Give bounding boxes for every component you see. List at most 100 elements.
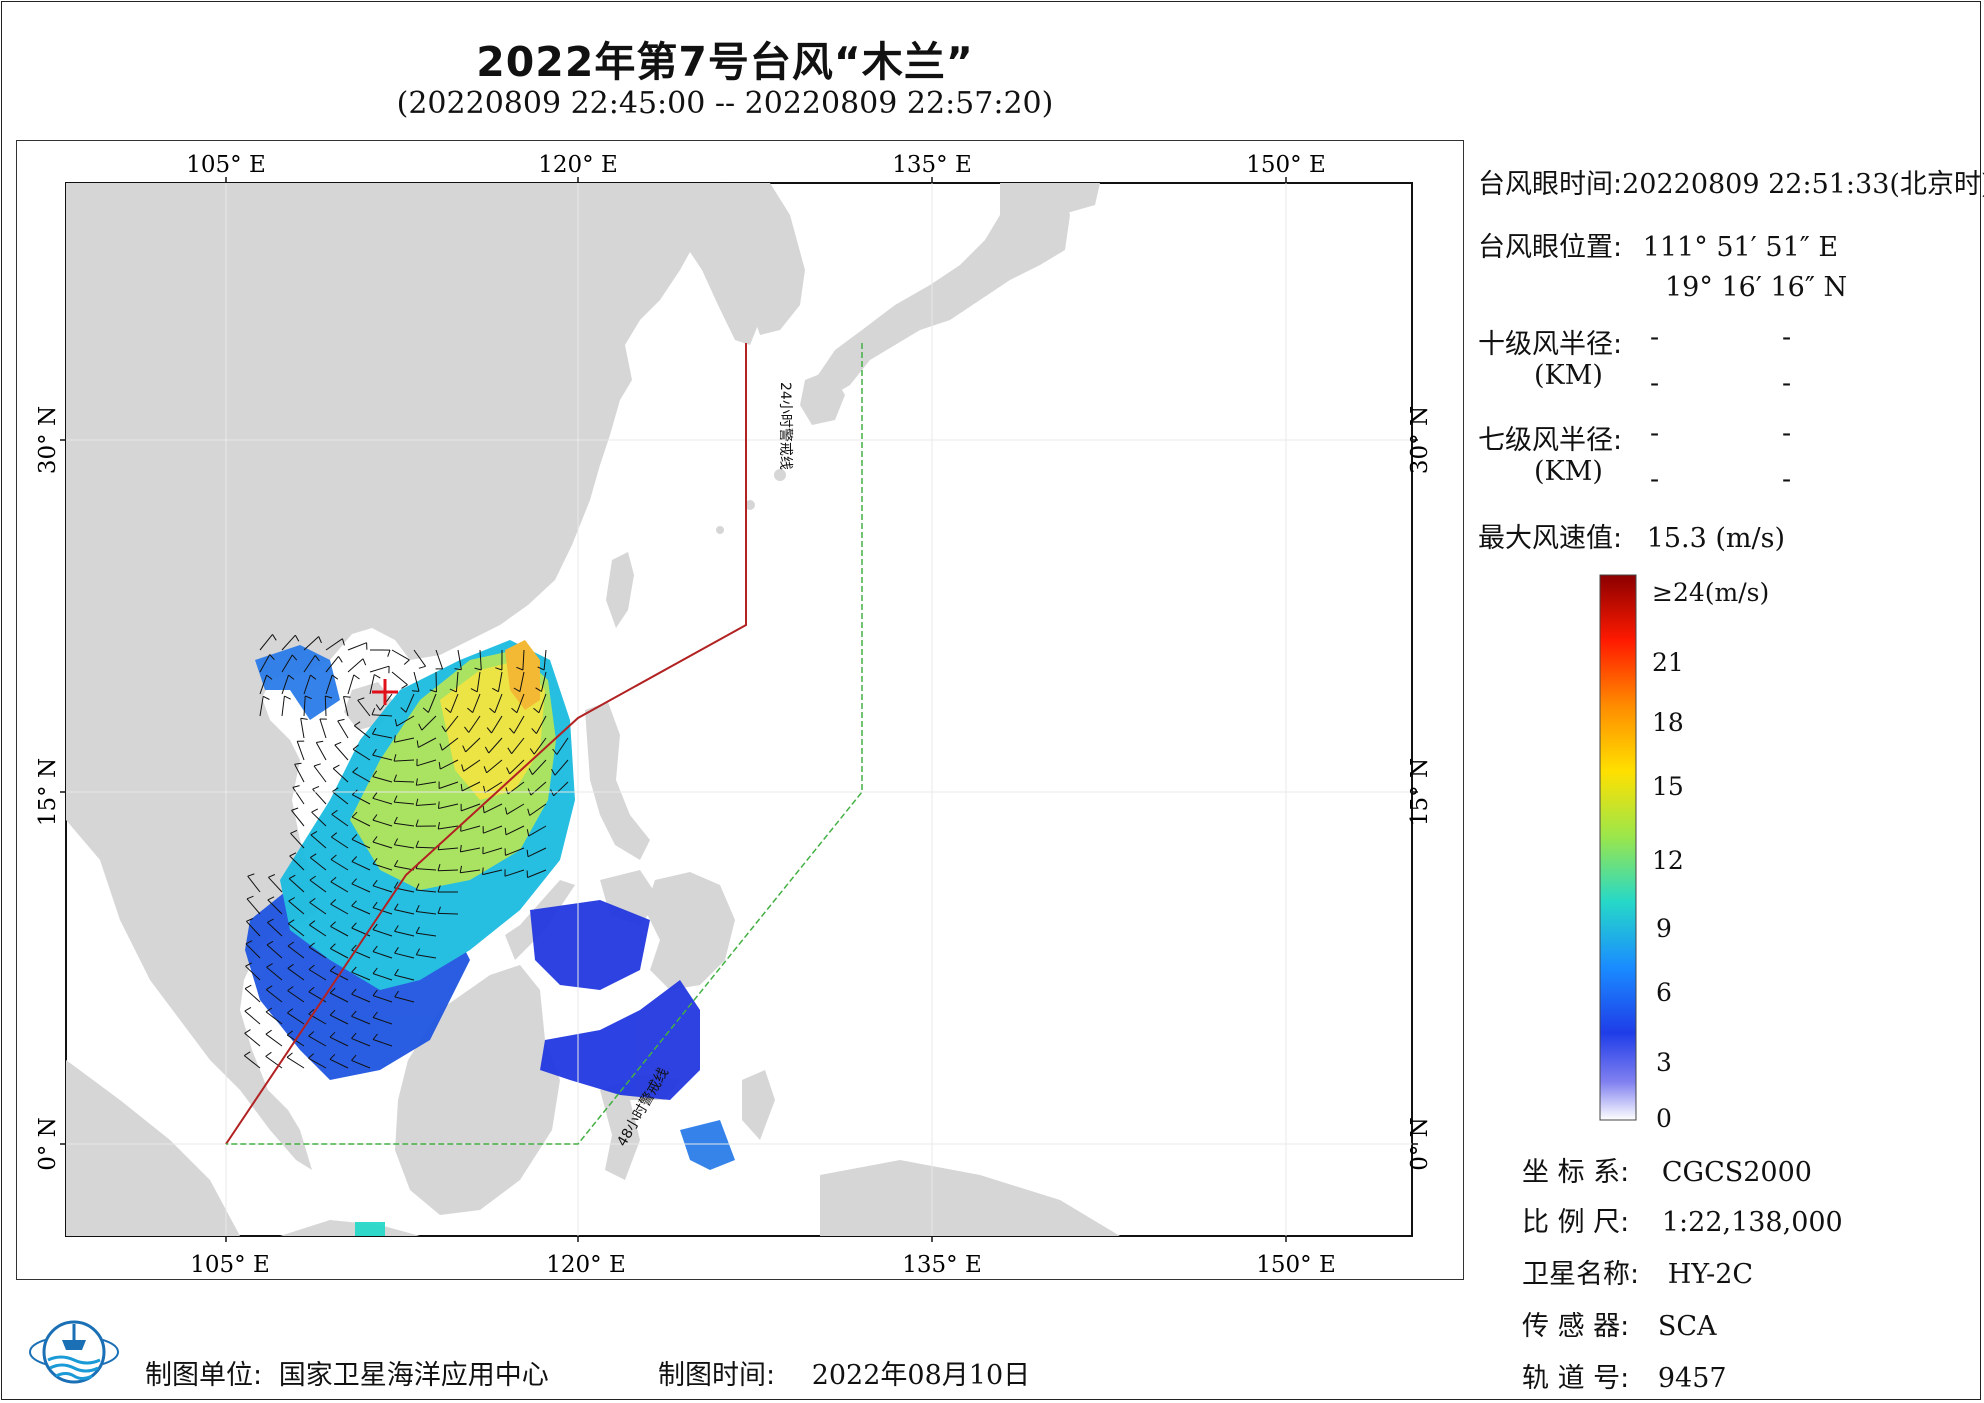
wind-barb-feather bbox=[292, 785, 300, 788]
wind-barb bbox=[527, 847, 547, 858]
wind-barb-feather bbox=[288, 674, 295, 680]
wind-barb bbox=[394, 822, 415, 827]
lon-label-bottom-150: 150° E bbox=[1256, 1252, 1336, 1278]
wind-barb bbox=[491, 715, 503, 734]
wind-barb bbox=[457, 649, 462, 670]
colorbar-tick-9: 9 bbox=[1656, 914, 1672, 943]
wind-barb bbox=[369, 674, 375, 695]
wind-barb bbox=[372, 733, 393, 739]
land-luzon bbox=[585, 702, 650, 860]
wind-barb-feather bbox=[351, 900, 357, 907]
wind-barb-feather bbox=[464, 726, 470, 733]
colorbar-tick-18: 18 bbox=[1652, 708, 1684, 737]
wind-barb-feather bbox=[467, 707, 474, 713]
r7-dash-1: - bbox=[1650, 418, 1660, 449]
eye-time-label: 台风眼时间: bbox=[1478, 169, 1623, 200]
nsoas-logo bbox=[29, 1320, 119, 1384]
wind-barb bbox=[394, 801, 415, 805]
wind-barb bbox=[330, 948, 349, 959]
wind-barb-feather bbox=[309, 920, 316, 926]
wind-barb-feather bbox=[528, 768, 533, 775]
wind-barb-feather bbox=[330, 876, 337, 883]
wind-barb-feather bbox=[437, 885, 441, 893]
wind-barb bbox=[519, 671, 525, 692]
wind-barb bbox=[439, 759, 459, 770]
wind-barb bbox=[287, 1012, 305, 1025]
wind-barb-feather bbox=[291, 807, 299, 811]
wind-barb-feather bbox=[535, 687, 542, 692]
wind-barb bbox=[484, 781, 503, 794]
wind-barb bbox=[303, 655, 316, 673]
wind-barb bbox=[455, 671, 459, 692]
wind-barb bbox=[303, 695, 306, 717]
colorbar-tick-15: 15 bbox=[1652, 772, 1684, 801]
wind-barb-feather bbox=[308, 1009, 315, 1015]
wind-barb bbox=[329, 992, 349, 1003]
wind-barb bbox=[325, 656, 339, 673]
wind-barb-feather bbox=[394, 968, 399, 976]
wind-barb bbox=[286, 1056, 305, 1069]
graticule bbox=[66, 183, 1412, 1236]
wind-barb-feather bbox=[394, 719, 398, 727]
wind-barb bbox=[337, 720, 349, 739]
wind-barb bbox=[308, 1035, 327, 1047]
wind-barb bbox=[311, 811, 327, 827]
r10-row: 十级风半径: bbox=[1478, 322, 1622, 361]
warning-line-48h bbox=[226, 343, 863, 1145]
wind-barb-feather bbox=[309, 875, 316, 881]
wind-barb-feather bbox=[486, 727, 492, 734]
wind-barb bbox=[265, 989, 283, 1003]
wind-barb-feather bbox=[284, 695, 291, 700]
wind-barb-feather bbox=[411, 690, 420, 692]
max-wind-value: 15.3 (m/s) bbox=[1646, 523, 1786, 554]
wind-barb-feather bbox=[247, 873, 255, 877]
wind-barb bbox=[244, 1010, 261, 1025]
wind-barb bbox=[372, 973, 393, 981]
wind-barb-feather bbox=[342, 638, 345, 646]
wind-barb bbox=[287, 923, 305, 937]
wind-barb bbox=[246, 920, 261, 937]
wind-barb-feather bbox=[415, 948, 421, 956]
wind-barb-feather bbox=[351, 922, 357, 929]
wind-barb bbox=[530, 781, 547, 796]
wind-barb-feather bbox=[329, 965, 336, 972]
wind-barb bbox=[315, 742, 327, 761]
wind-barb bbox=[513, 715, 525, 734]
wind-barb-feather bbox=[330, 854, 337, 860]
wind-barb-feather bbox=[354, 721, 361, 727]
wind-barb bbox=[463, 759, 481, 772]
satellite-row: 卫星名称: HY-2C bbox=[1522, 1252, 1753, 1291]
wind-barb-feather bbox=[374, 674, 381, 679]
lon-label-top-105: 105° E bbox=[186, 152, 266, 178]
wind-barb bbox=[372, 841, 393, 849]
wind-barb-feather bbox=[351, 1054, 357, 1061]
wind-barb bbox=[393, 759, 415, 762]
wind-barb bbox=[533, 737, 547, 755]
map-subtitle: (20220809 22:45:00 -- 20220809 22:57:20) bbox=[396, 86, 1054, 121]
wind-barb-feather bbox=[537, 666, 545, 671]
wind-barb-feather bbox=[507, 747, 513, 754]
wind-barb-feather bbox=[325, 695, 333, 699]
wind-barb bbox=[554, 759, 569, 776]
wind-barb bbox=[357, 699, 371, 717]
wind-barb bbox=[324, 695, 327, 717]
wind-barb bbox=[416, 781, 437, 786]
wind-barb-feather bbox=[393, 816, 398, 824]
colorbar-tick-12: 12 bbox=[1652, 846, 1684, 875]
wind-barb bbox=[288, 900, 305, 915]
wind-barb bbox=[267, 899, 283, 915]
wind-barb bbox=[303, 674, 311, 695]
colorbar-tick-3: 3 bbox=[1656, 1048, 1672, 1077]
wind-barb bbox=[347, 658, 364, 673]
wind-barb bbox=[372, 885, 393, 893]
wind-barb bbox=[482, 869, 503, 876]
wind-barb bbox=[308, 946, 327, 959]
wind-barb bbox=[265, 1011, 283, 1025]
wind-barb bbox=[393, 780, 415, 783]
wind-barb-feather bbox=[394, 990, 399, 998]
wind-barb-feather bbox=[372, 814, 378, 821]
wind-barb bbox=[259, 654, 271, 673]
wind-barb bbox=[310, 834, 327, 849]
wind-barb bbox=[308, 969, 327, 981]
